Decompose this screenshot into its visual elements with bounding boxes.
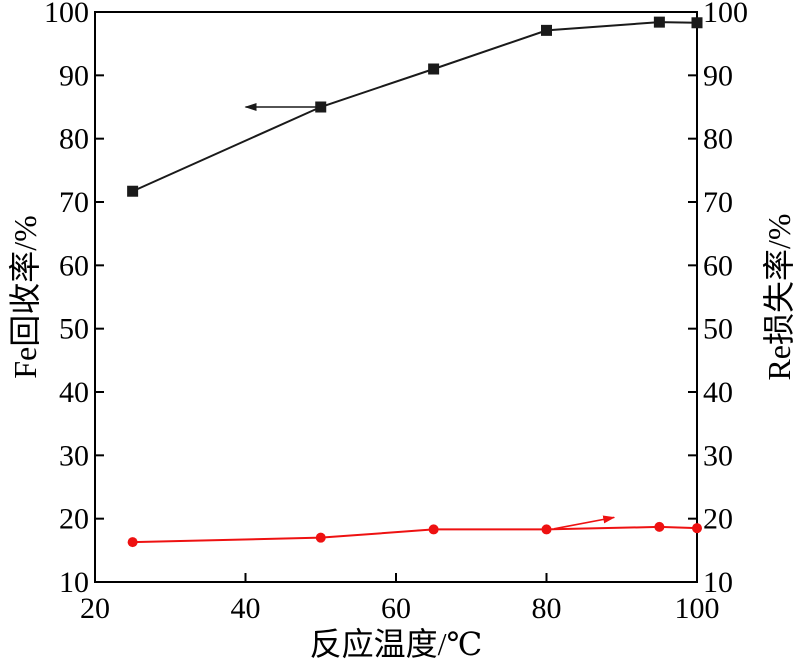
x-tick-label: 20 [80,592,110,625]
re-loss-point [654,521,665,532]
x-axis-title: 反应温度/℃ [310,626,483,662]
left-y-tick-label: 60 [59,249,89,282]
right-y-tick-label: 100 [703,0,748,29]
right-y-tick-label: 20 [703,503,733,536]
left-y-tick-label: 70 [59,186,89,219]
fe-recovery-point [653,16,665,28]
left-y-tick-label: 20 [59,503,89,536]
re-loss-point [315,532,326,543]
right-y-tick-label: 80 [703,123,733,156]
re-loss-point [541,524,552,535]
re-loss-point [428,524,439,535]
fe-recovery-point [127,185,139,197]
left-y-tick-label: 10 [59,566,89,599]
x-tick-label: 40 [231,592,261,625]
plot-frame [94,11,698,583]
x-tick-label: 60 [381,592,411,625]
right-y-tick-label: 10 [703,566,733,599]
right-y-tick-label: 90 [703,59,733,92]
left-y-axis-ticks: 10 20 30 40 50 60 70 80 90 100 [44,0,104,599]
left-y-tick-label: 90 [59,59,89,92]
left-y-tick-label: 80 [59,123,89,156]
left-y-tick-label: 40 [59,376,89,409]
right-y-tick-label: 50 [703,313,733,346]
right-y-tick-label: 60 [703,249,733,282]
fe-recovery-point [541,24,552,36]
fe-recovery-point [428,63,440,75]
right-y-axis-title: Re损失率/% [761,213,797,380]
re-loss-line [132,525,698,544]
left-y-tick-label: 30 [59,439,89,472]
fe-recovery-point [691,17,703,29]
re-loss-point [127,537,138,548]
series-layer [127,16,703,548]
x-tick-label: 80 [532,592,562,625]
x-tick-label: 100 [675,592,720,625]
fe-recovery-line [132,21,698,193]
right-y-tick-label: 30 [703,439,733,472]
right-y-tick-label: 40 [703,376,733,409]
right-axis-arrow [553,515,616,530]
annotation-layer [244,103,616,530]
left-y-axis-title: Fe回收率/% [7,215,43,379]
re-loss-point [692,523,702,534]
left-y-tick-label: 100 [44,0,89,29]
x-axis-ticks: 20 40 60 80 100 [80,573,720,625]
left-y-tick-label: 50 [59,313,89,346]
right-y-axis-ticks: 10 20 30 40 50 60 70 80 90 100 [688,0,748,599]
right-y-tick-label: 70 [703,186,733,219]
